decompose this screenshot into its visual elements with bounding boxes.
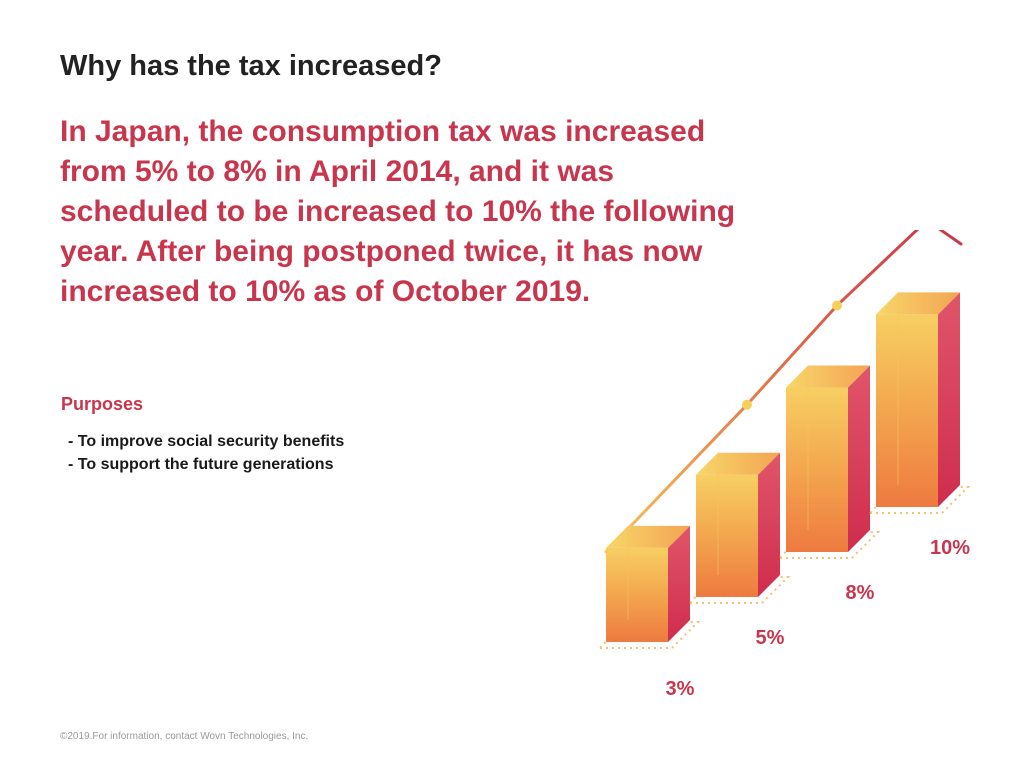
bar-side-face [668,525,690,642]
bar-shadow [597,621,701,649]
bar-shadow [867,486,971,514]
bars-group [597,292,971,649]
bar-top-face [786,365,870,388]
page-title: Why has the tax increased? [60,50,442,82]
tax-rate-chart: 3% 5% 8% 10% [580,230,1000,730]
bar-front-face [606,547,668,642]
bar-chart-svg [597,230,971,649]
bar [867,292,971,514]
purpose-item: - To support the future generations [68,456,334,473]
bar-data-label: 10% [929,537,971,559]
lead-paragraph: In Japan, the consumption tax was increa… [60,115,736,308]
purposes-heading: Purposes [61,394,144,414]
bar-data-label: 8% [845,582,875,604]
bar-data-label: 5% [755,627,785,649]
bar-side-face [758,452,780,597]
purpose-item: - To improve social security benefits [68,433,345,450]
bar-front-face [696,474,758,597]
bar-data-label: 3% [665,678,695,700]
bar-shadow [687,576,791,604]
purposes-list: - To improve social security benefits - … [68,430,344,476]
bar-top-face [876,292,960,315]
trend-line-group [604,230,963,554]
trend-point [742,399,752,410]
bar-front-face [876,314,938,507]
bar-shadow [777,531,881,559]
bar [777,365,881,559]
bar [687,452,791,604]
trend-point [832,300,842,311]
footer-copyright: ©2019.For information, contact Wovn Tech… [60,731,309,742]
bar-top-face [696,452,780,475]
bar [597,525,701,649]
bar-side-face [938,292,960,507]
bar-front-face [786,387,848,552]
bar-side-face [848,365,870,552]
bar-top-face [606,525,690,548]
